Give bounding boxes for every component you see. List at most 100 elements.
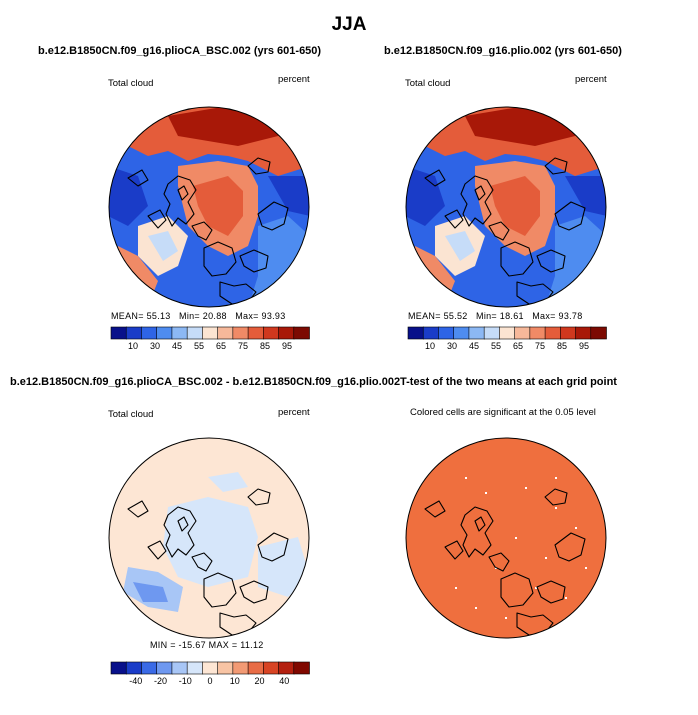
colorbar-swatch: [263, 661, 280, 675]
coastline: [536, 249, 566, 273]
field-region: [133, 582, 168, 602]
colorbar-tick-label: 40: [279, 676, 290, 686]
panel-1-stats: MEAN= 55.13 Min= 20.88 Max= 93.93: [111, 311, 286, 321]
colorbar-swatch: [156, 326, 173, 340]
panel-1-colorbar: [110, 326, 310, 340]
coastline: [163, 175, 197, 227]
colorbar-swatch: [141, 326, 158, 340]
panel-1-polar-map: [108, 106, 310, 308]
colorbar-tick-label: 65: [512, 341, 524, 351]
coastline: [239, 580, 269, 604]
field-region: [406, 166, 445, 226]
colorbar-swatch: [247, 326, 265, 340]
colorbar-swatch: [141, 661, 158, 675]
colorbar-tick-label: 75: [534, 341, 546, 351]
colorbar-tick-label: 95: [578, 341, 590, 351]
coastline: [424, 169, 446, 187]
colorbar-tick-label: -20: [153, 676, 168, 686]
nonsignificant-cell: [525, 487, 527, 489]
nonsignificant-cell: [515, 537, 517, 539]
coastline: [247, 488, 271, 506]
panel-3-unit-label: percent: [278, 407, 310, 418]
panel-3-stats: MIN = -15.67 MAX = 11.12: [150, 640, 264, 650]
field-region: [268, 176, 309, 216]
nonsignificant-cell: [555, 477, 557, 479]
colorbar-swatch: [171, 326, 188, 340]
nonsignificant-cell: [505, 617, 507, 619]
coastline: [247, 157, 271, 175]
colorbar-tick-label: 10: [127, 341, 139, 351]
panel-title-3: b.e12.B1850CN.f09_g16.plioCA_BSC.002 - b…: [10, 376, 401, 388]
panel-2-colorbar: [407, 326, 607, 340]
mean-label: MEAN=: [111, 311, 144, 321]
coastline: [257, 532, 289, 562]
colorbar-swatch: [560, 326, 577, 340]
colorbar-tick-label: 45: [171, 341, 183, 351]
colorbar-tick-label: 10: [424, 341, 436, 351]
colorbar-swatch: [263, 326, 280, 340]
field-region: [565, 176, 606, 216]
field-region: [445, 231, 475, 261]
max-label: Max=: [532, 311, 556, 321]
colorbar-swatch: [483, 326, 501, 340]
coastline: [163, 506, 197, 558]
coastline: [257, 201, 289, 231]
coastline: [424, 500, 446, 518]
coastline: [191, 221, 213, 241]
panel-3-difference-map: [108, 437, 310, 639]
min-value: 18.61: [499, 311, 524, 321]
panel-title-1: b.e12.B1850CN.f09_g16.plioCA_BSC.002 (yr…: [38, 45, 322, 57]
coastline: [460, 506, 494, 558]
colorbar-swatch: [590, 326, 607, 340]
nonsignificant-cell: [585, 567, 587, 569]
panel-4-ttest-map: [405, 437, 607, 639]
field-region: [148, 231, 178, 261]
nonsignificant-cell: [485, 492, 487, 494]
panel-1-variable-label: Total cloud: [108, 78, 154, 89]
colorbar-swatch: [407, 326, 425, 340]
max-value: 93.78: [558, 311, 583, 321]
nonsignificant-cell: [475, 607, 477, 609]
colorbar-swatch: [247, 661, 265, 675]
coastline: [203, 572, 237, 608]
panel-title-4: T-test of the two means at each grid poi…: [400, 376, 617, 388]
colorbar-swatch: [499, 326, 516, 340]
panel-2-unit-label: percent: [575, 74, 607, 85]
nonsignificant-cell: [545, 557, 547, 559]
colorbar-tick-label: 20: [254, 676, 265, 686]
min-label: Min=: [476, 311, 497, 321]
mean-label: MEAN=: [408, 311, 441, 321]
nonsignificant-cell: [575, 527, 577, 529]
colorbar-tick-label: 45: [468, 341, 480, 351]
colorbar-swatch: [529, 326, 546, 340]
colorbar-swatch: [110, 326, 128, 340]
colorbar-tick-label: 65: [215, 341, 227, 351]
colorbar-swatch: [202, 661, 219, 675]
mean-value: 55.13: [146, 311, 171, 321]
colorbar-swatch: [202, 326, 219, 340]
field-region: [208, 472, 248, 492]
nonsignificant-cell: [465, 477, 467, 479]
colorbar-swatch: [232, 661, 249, 675]
colorbar-swatch: [575, 326, 592, 340]
coastline: [554, 201, 586, 231]
colorbar-swatch: [232, 326, 249, 340]
colorbar-tick-label: 30: [149, 341, 161, 351]
colorbar-swatch: [293, 326, 310, 340]
coastline: [544, 488, 568, 506]
nonsignificant-cell: [455, 587, 457, 589]
colorbar-tick-label: 85: [556, 341, 568, 351]
coastline: [488, 221, 510, 241]
coastline: [147, 540, 167, 560]
colorbar-tick-label: -40: [129, 676, 143, 686]
panel-title-2: b.e12.B1850CN.f09_g16.plio.002 (yrs 601-…: [384, 45, 622, 57]
coastline: [444, 540, 464, 560]
coastline: [191, 552, 213, 572]
colorbar-swatch: [110, 661, 128, 675]
coastline: [500, 572, 534, 608]
coastline: [536, 580, 566, 604]
coastline: [474, 516, 486, 532]
field-region: [109, 166, 148, 226]
panel-3-variable-label: Total cloud: [108, 409, 154, 420]
coastline: [544, 157, 568, 175]
